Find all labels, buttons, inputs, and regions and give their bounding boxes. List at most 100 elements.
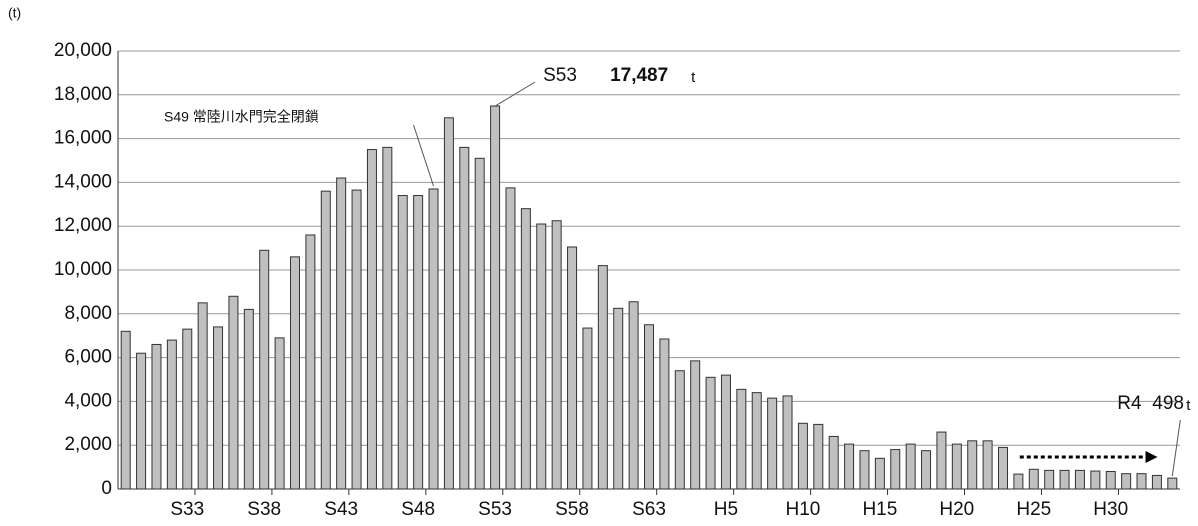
bar: [320, 190, 331, 490]
bar: [767, 397, 778, 490]
bar: [474, 157, 485, 490]
bar: [1059, 469, 1070, 490]
bar: [290, 256, 300, 490]
bar: [782, 395, 793, 490]
bar: [428, 188, 439, 490]
bar: [351, 189, 362, 490]
bar: [1121, 473, 1132, 490]
bar: [213, 326, 224, 490]
leader: [413, 124, 434, 187]
bar: [151, 343, 162, 490]
bar: [921, 450, 932, 490]
bar: [674, 370, 685, 490]
x-tick-label: H20: [939, 499, 974, 520]
annotation: t: [1186, 397, 1191, 414]
bar: [844, 443, 855, 490]
bar: [490, 105, 501, 490]
bar: [644, 324, 654, 490]
x-tick-label: H5: [714, 499, 738, 520]
bar: [582, 327, 593, 490]
bar: [520, 208, 531, 490]
annotation: S49 常陸川水門完全閉鎖: [164, 109, 319, 125]
y-tick-label: 20,000: [54, 40, 112, 61]
bar: [1105, 470, 1116, 490]
x-tick-label: H10: [785, 499, 820, 520]
bar: [1044, 469, 1055, 490]
bar: [274, 337, 285, 490]
bar: [1151, 474, 1162, 490]
bar: [1090, 470, 1101, 490]
bar: [1136, 473, 1147, 490]
annotation: R4: [1117, 393, 1142, 414]
bar: [1028, 468, 1039, 490]
bar: [197, 302, 208, 490]
bar: [597, 265, 608, 490]
bar: [690, 360, 701, 490]
y-tick-label: 16,000: [54, 128, 112, 149]
bar: [551, 220, 562, 490]
bar: [1013, 473, 1024, 490]
bar: [459, 146, 470, 490]
y-tick-label: 8,000: [64, 303, 112, 324]
bar: [859, 450, 870, 490]
bar: [182, 328, 193, 490]
x-tick-label: H25: [1016, 499, 1051, 520]
bar: [736, 388, 747, 490]
bar: [413, 195, 424, 490]
bar: [1167, 477, 1178, 490]
bar: [120, 330, 131, 490]
x-tick-label: S48: [401, 499, 435, 520]
annotation: t: [691, 69, 696, 86]
bar: [397, 195, 408, 490]
bar: [228, 295, 239, 490]
bar: [136, 352, 147, 490]
x-tick-label: S43: [324, 499, 358, 520]
bar: [613, 307, 624, 490]
y-unit: (t): [8, 5, 21, 21]
bar: [628, 301, 639, 490]
bar: [890, 449, 901, 490]
bar: [166, 339, 177, 490]
value-label: 498: [1152, 393, 1184, 414]
x-tick-label: S33: [170, 499, 204, 520]
x-tick-label: S38: [247, 499, 281, 520]
bar: [936, 431, 947, 490]
y-tick-label: 6,000: [64, 347, 112, 368]
leader: [494, 81, 536, 107]
bar: [536, 223, 547, 490]
bar: [243, 308, 254, 490]
bar: [1074, 469, 1085, 490]
leader: [1171, 419, 1181, 477]
x-tick-label: H15: [862, 499, 897, 520]
bar: [705, 376, 716, 490]
bar: [813, 423, 824, 490]
x-tick-label: S63: [632, 499, 666, 520]
bar: [998, 446, 1008, 490]
x-tick-label: S53: [478, 499, 512, 520]
bar: [336, 177, 347, 490]
bar: [751, 392, 762, 490]
bar: [659, 338, 670, 490]
bar: [366, 149, 377, 490]
bar: [382, 146, 393, 490]
bar: [967, 440, 978, 490]
y-tick-label: 10,000: [54, 259, 112, 280]
bar: [259, 249, 270, 490]
bar: [797, 422, 808, 490]
y-tick-label: 0: [101, 478, 112, 499]
y-tick-label: 4,000: [64, 390, 112, 411]
bar: [720, 374, 731, 490]
y-tick-label: 18,000: [54, 84, 112, 105]
value-label: 17,487: [610, 65, 668, 86]
bar: [874, 457, 885, 490]
bar: [305, 234, 316, 490]
bar: [828, 435, 839, 490]
arrow-head: [1145, 451, 1158, 463]
bar: [951, 443, 962, 490]
x-tick-label: H30: [1093, 499, 1128, 520]
x-tick-label: S58: [555, 499, 589, 520]
y-tick-label: 12,000: [54, 215, 112, 236]
bar: [567, 246, 578, 490]
y-tick-label: 14,000: [54, 171, 112, 192]
